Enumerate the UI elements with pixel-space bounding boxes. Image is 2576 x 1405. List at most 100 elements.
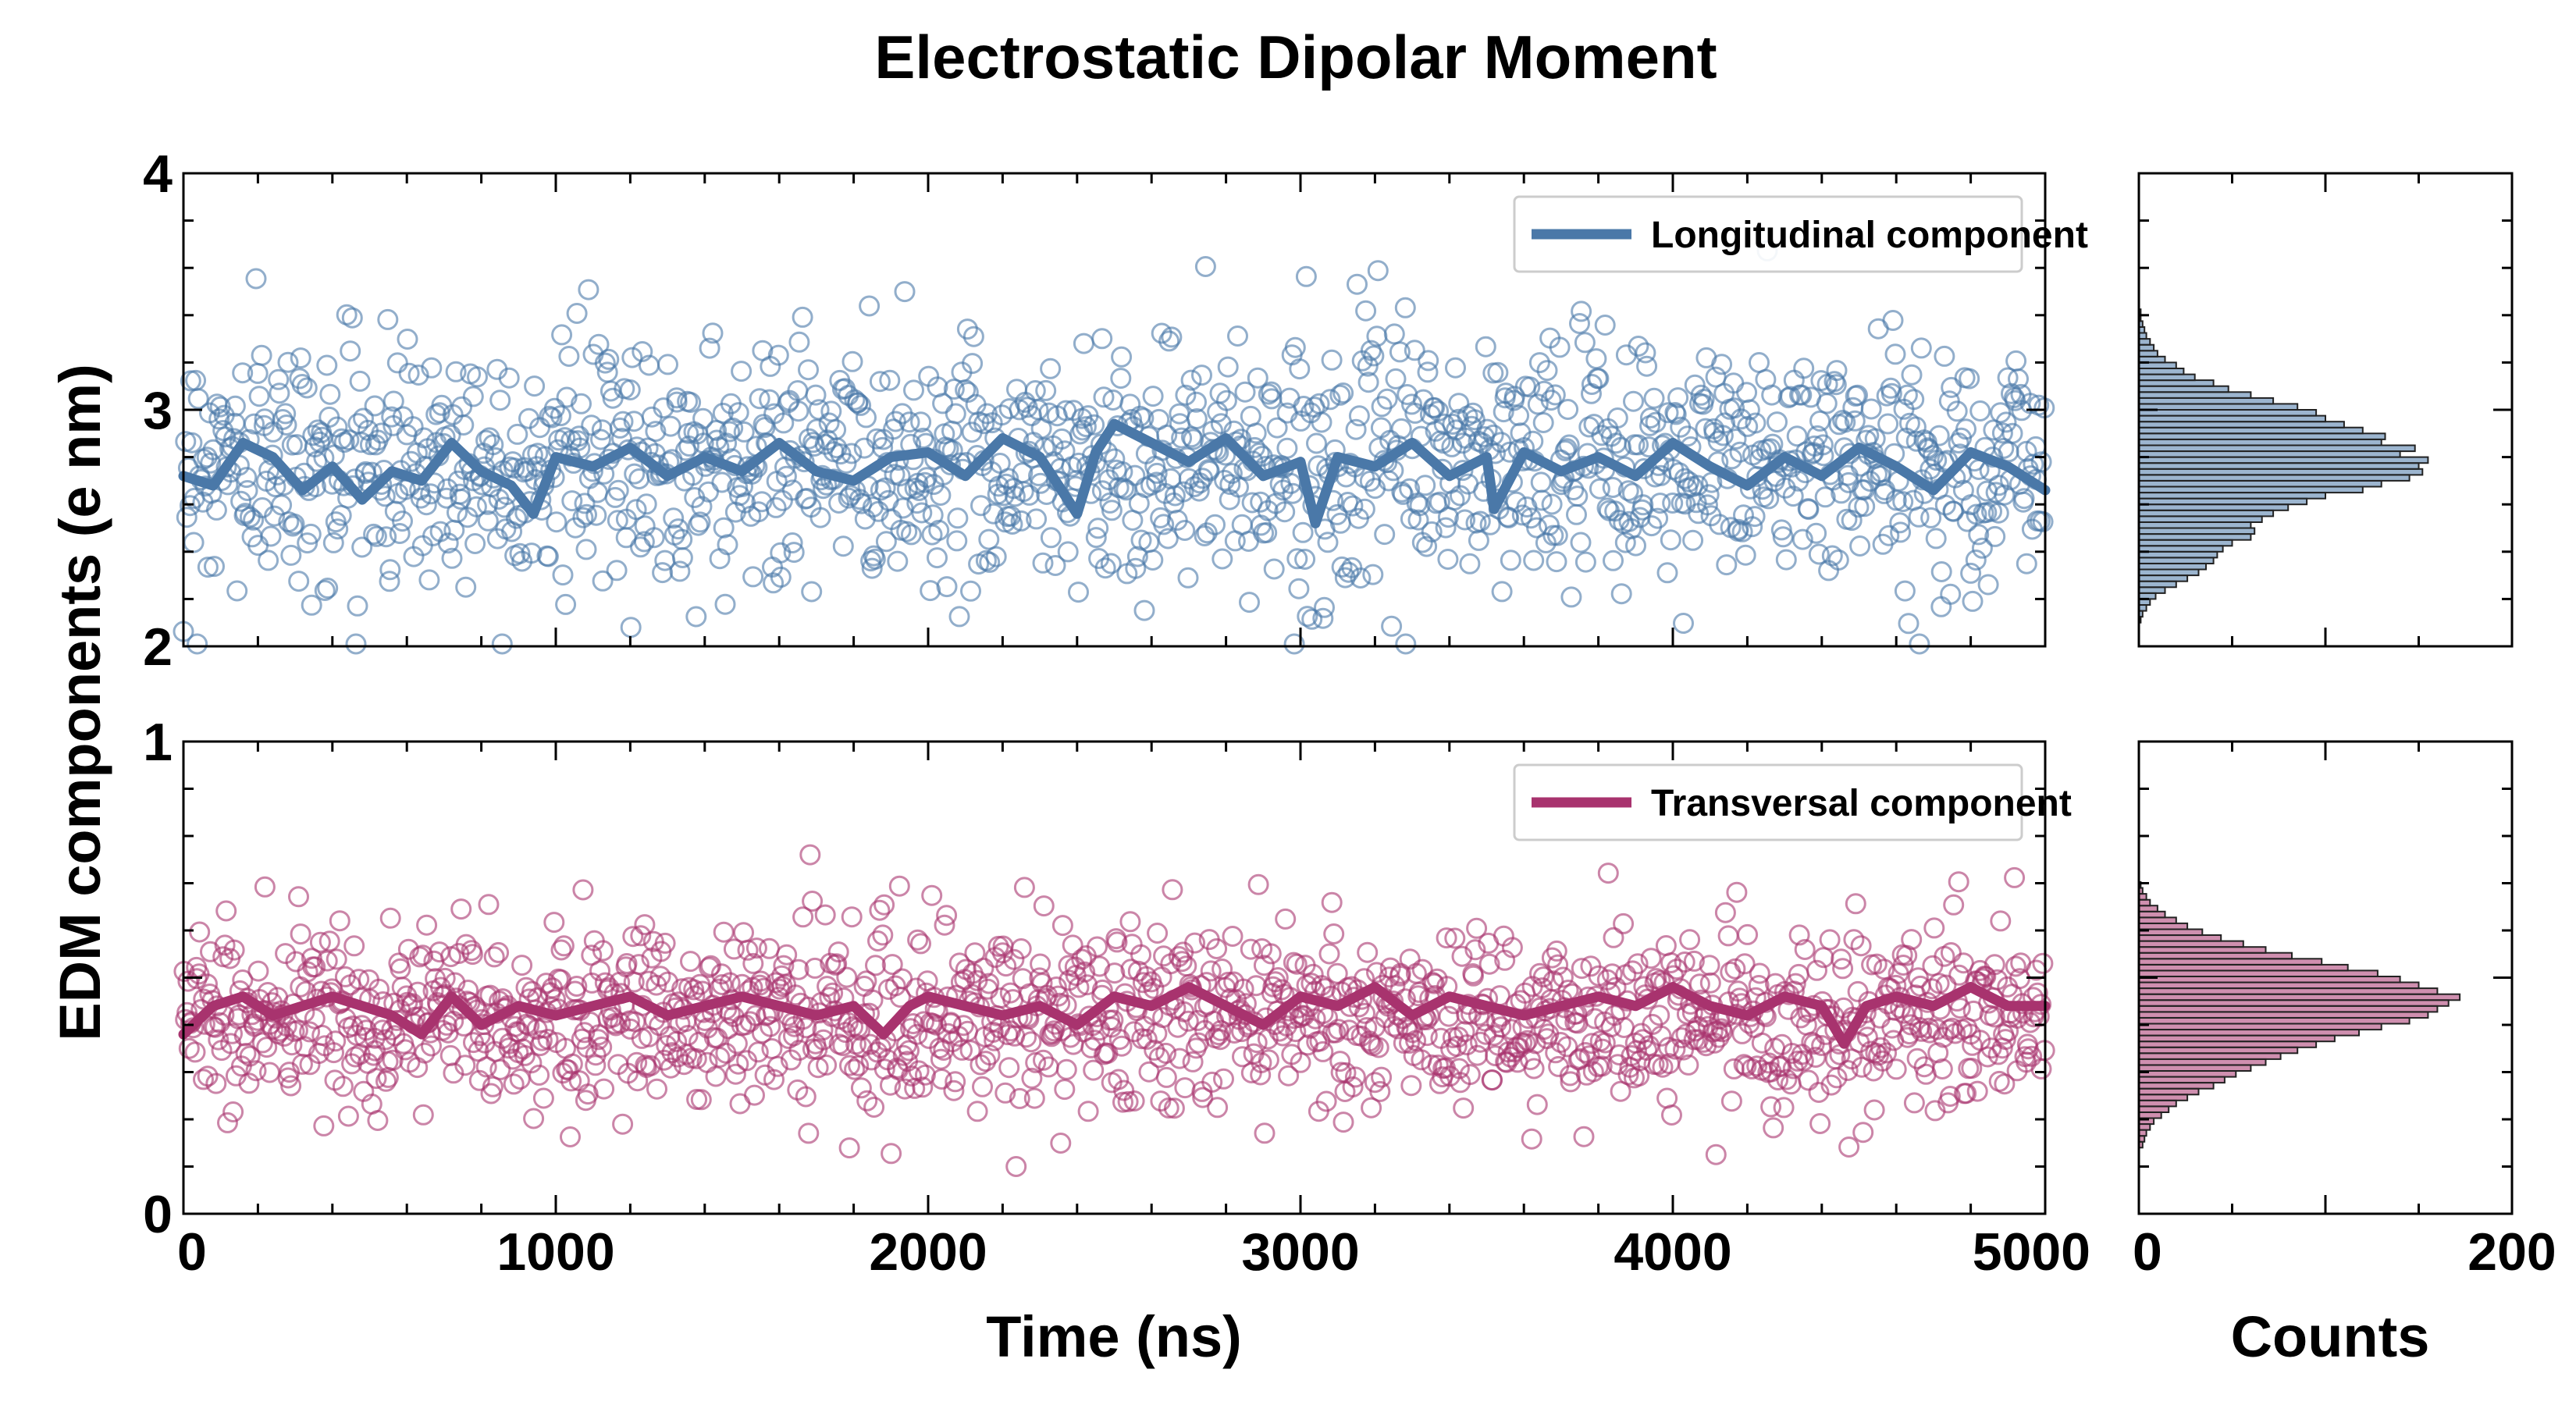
scatter-point bbox=[276, 414, 297, 436]
histogram-bar bbox=[2138, 521, 2252, 529]
histogram-bar bbox=[2138, 397, 2275, 405]
panel-longitudinal-histogram bbox=[2137, 172, 2514, 648]
scatter-point bbox=[869, 899, 891, 921]
scatter-point bbox=[745, 937, 767, 959]
scatter-point bbox=[1649, 493, 1671, 514]
scatter-point bbox=[1312, 1040, 1334, 1062]
histogram-bar bbox=[2138, 503, 2290, 511]
scatter-point bbox=[1479, 514, 1501, 535]
scatter-point bbox=[907, 929, 929, 951]
scatter-point bbox=[226, 580, 248, 602]
scatter-point bbox=[1806, 959, 1827, 981]
scatter-point bbox=[1727, 518, 1749, 540]
histogram-bar bbox=[2138, 426, 2364, 435]
x-axis-label-time: Time (ns) bbox=[986, 1304, 1242, 1369]
scatter-point bbox=[453, 414, 475, 436]
scatter-point bbox=[667, 518, 689, 540]
scatter-point bbox=[368, 978, 390, 1000]
scatter-point bbox=[1207, 1097, 1229, 1119]
scatter-point bbox=[1006, 379, 1027, 400]
scatter-point bbox=[1171, 951, 1193, 973]
scatter-point bbox=[301, 594, 322, 616]
scatter-point bbox=[589, 960, 610, 982]
scatter-point bbox=[1135, 966, 1157, 987]
scatter-point bbox=[1247, 367, 1268, 389]
scatter-point bbox=[1738, 399, 1760, 421]
scatter-point bbox=[498, 367, 520, 389]
scatter-point bbox=[317, 578, 339, 599]
scatter-point bbox=[1169, 1048, 1190, 1069]
scatter-point bbox=[342, 1016, 364, 1037]
scatter-point bbox=[337, 1105, 359, 1127]
scatter-point bbox=[1035, 379, 1057, 401]
scatter-point bbox=[921, 524, 943, 546]
scatter-point bbox=[973, 413, 995, 435]
scatter-point bbox=[1566, 503, 1587, 525]
scatter-point bbox=[1210, 413, 1232, 435]
scatter-point bbox=[345, 633, 367, 655]
scatter-point bbox=[966, 1101, 988, 1122]
scatter-point bbox=[1158, 1097, 1179, 1119]
scatter-point bbox=[1044, 555, 1066, 576]
scatter-point bbox=[1258, 1049, 1279, 1071]
scatter-point bbox=[1177, 567, 1199, 589]
scatter-point bbox=[620, 617, 642, 638]
histogram-bar bbox=[2138, 527, 2256, 535]
scatter-point bbox=[921, 884, 943, 906]
scatter-point bbox=[1389, 962, 1411, 984]
scatter-point bbox=[715, 1042, 737, 1064]
scatter-point bbox=[1319, 389, 1341, 411]
x-tick-label: 0 bbox=[177, 1222, 207, 1282]
scatter-point bbox=[1894, 580, 1916, 602]
scatter-point bbox=[1847, 384, 1868, 406]
scatter-point bbox=[607, 510, 628, 532]
scatter-point bbox=[1286, 953, 1308, 975]
scatter-point bbox=[397, 329, 418, 350]
scatter-point bbox=[759, 937, 780, 959]
histogram-bar bbox=[2138, 343, 2155, 352]
histogram-bar bbox=[2138, 414, 2326, 423]
scatter-point bbox=[1292, 521, 1314, 543]
scatter-point bbox=[1896, 384, 1918, 406]
scatter-point bbox=[511, 955, 533, 976]
scatter-point bbox=[1219, 474, 1241, 496]
scatter-point bbox=[1560, 586, 1582, 608]
scatter-point bbox=[690, 1089, 712, 1111]
scatter-point bbox=[1345, 418, 1367, 440]
scatter-point bbox=[1390, 418, 1412, 439]
scatter-point bbox=[1998, 441, 2019, 463]
scatter-point bbox=[856, 1090, 878, 1112]
scatter-point bbox=[316, 354, 338, 376]
scatter-point bbox=[576, 503, 597, 525]
scatter-point bbox=[265, 476, 286, 498]
scatter-point bbox=[1093, 386, 1115, 408]
scatter-point bbox=[910, 933, 931, 955]
panel-transversal-time-series: 0 1 0 1000 2000 3000 4000 5000 Transversal compo… bbox=[143, 713, 2090, 1282]
scatter-point bbox=[1367, 260, 1389, 282]
histogram-bar bbox=[2138, 474, 2411, 482]
scatter-point bbox=[801, 581, 823, 603]
scatter-point bbox=[462, 386, 484, 407]
scatter-point bbox=[1318, 943, 1340, 965]
scatter-point bbox=[1725, 429, 1747, 450]
scatter-point bbox=[975, 1051, 997, 1072]
scatter-point bbox=[959, 1040, 981, 1062]
scatter-point bbox=[1210, 1019, 1232, 1041]
scatter-point bbox=[775, 465, 797, 487]
scatter-point bbox=[1816, 393, 1838, 414]
scatter-point bbox=[560, 1070, 582, 1092]
scatter-point bbox=[936, 905, 958, 927]
scatter-point bbox=[1293, 396, 1315, 417]
scatter-point bbox=[934, 914, 955, 936]
scatter-point bbox=[1617, 480, 1639, 502]
scatter-point bbox=[1192, 1087, 1214, 1108]
scatter-point bbox=[1485, 1045, 1507, 1067]
scatter-point bbox=[1968, 524, 1990, 546]
scatter-point bbox=[783, 542, 805, 564]
scatter-point bbox=[699, 337, 720, 359]
scatter-point bbox=[888, 875, 910, 897]
scatter-point bbox=[482, 1076, 503, 1097]
scatter-point bbox=[1667, 387, 1689, 409]
scatter-point bbox=[1055, 1058, 1077, 1080]
scatter-point bbox=[365, 525, 387, 547]
